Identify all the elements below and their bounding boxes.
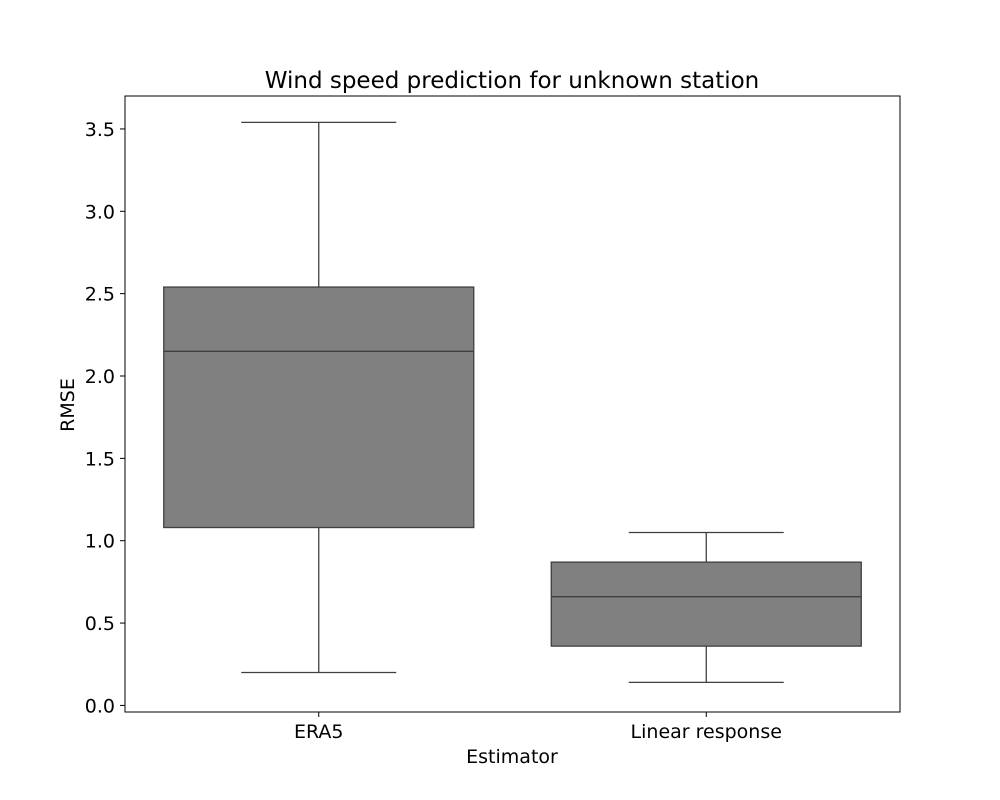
y-axis-ticks: 0.0 0.5 1.0 1.5 2.0 2.5 3.0 3.5 <box>85 119 125 717</box>
interquartile-box <box>163 286 475 529</box>
y-axis-label: RMSE <box>57 378 79 432</box>
y-tick-label: 2.5 <box>85 284 115 306</box>
y-tick-label: 3.5 <box>85 119 115 141</box>
plot-frame <box>124 95 901 713</box>
x-axis-ticks: ERA5 Linear response <box>294 712 782 743</box>
chart-title: Wind speed prediction for unknown statio… <box>265 68 760 94</box>
x-axis-label: Estimator <box>466 746 558 768</box>
y-tick-label: 1.5 <box>85 448 115 470</box>
y-tick-label: 2.0 <box>85 366 115 388</box>
y-tick-label: 3.0 <box>85 201 115 223</box>
y-tick-label: 0.5 <box>85 613 115 635</box>
box-era5 <box>163 121 475 674</box>
x-tick-label: Linear response <box>631 721 782 743</box>
y-tick-label: 1.0 <box>85 531 115 553</box>
x-tick-label: ERA5 <box>294 721 344 743</box>
box-series <box>163 121 862 684</box>
y-tick-label: 0.0 <box>85 695 115 717</box>
interquartile-box <box>550 561 862 647</box>
box-linear-response <box>550 531 862 684</box>
